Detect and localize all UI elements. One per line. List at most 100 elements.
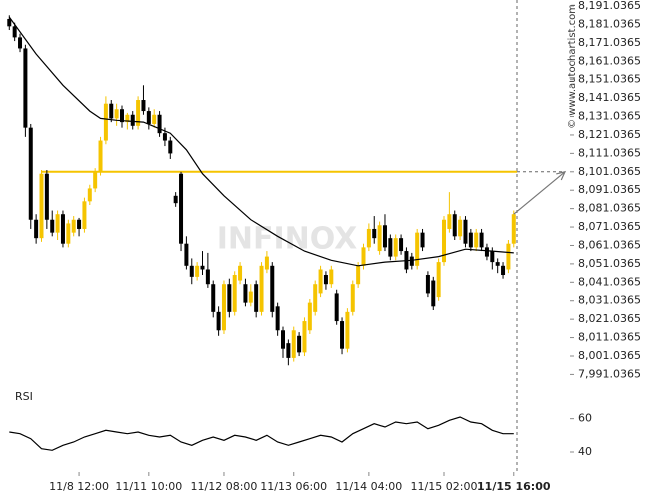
candle-body	[286, 343, 291, 358]
candle-body	[87, 188, 92, 202]
candle-body	[479, 232, 484, 248]
candle-body	[281, 330, 286, 349]
candle-body	[458, 219, 463, 237]
candle-body	[377, 225, 382, 252]
candle-body	[415, 232, 420, 266]
y-tick-label: 8,191.0365	[578, 0, 641, 12]
candle-body	[334, 293, 339, 322]
candle-body	[243, 284, 248, 303]
candle-body	[168, 140, 173, 154]
candle-body	[195, 265, 200, 277]
y-tick-label: 7,991.0365	[578, 367, 641, 380]
candle-body	[393, 238, 398, 257]
candle-body	[297, 335, 302, 353]
candle-body	[270, 265, 275, 312]
candle-body	[173, 195, 178, 204]
y-tick-label: 8,011.0365	[578, 331, 641, 344]
x-tick-label: 11/8 12:00	[49, 480, 109, 493]
candle-body	[34, 219, 39, 239]
x-tick-label: 11/12 08:00	[191, 480, 258, 493]
candle-body	[216, 311, 221, 331]
copyright: © www.autochartist.com	[567, 4, 578, 129]
candle-body	[227, 284, 232, 312]
candle-body	[318, 269, 323, 294]
candle-body	[77, 219, 82, 229]
y-tick-label: 8,081.0365	[578, 202, 641, 215]
candle-body	[275, 306, 280, 331]
candle-body	[152, 114, 157, 124]
candle-body	[436, 262, 441, 298]
candle-body	[211, 284, 216, 312]
x-tick-label: 11/11 10:00	[115, 480, 182, 493]
candle-body	[189, 265, 194, 277]
candle-body	[103, 103, 108, 141]
x-tick-label: 11/15 02:00	[411, 480, 478, 493]
y-tick-label: 8,121.0365	[578, 128, 641, 141]
candle-body	[372, 228, 377, 239]
candle-body	[60, 214, 65, 244]
forecast-arrow-head	[556, 170, 567, 181]
candle-body	[329, 269, 334, 285]
watermark: INFINOX	[217, 222, 358, 257]
candle-body	[125, 114, 130, 123]
candle-body	[238, 265, 243, 281]
candle-body	[511, 214, 516, 244]
candle-body	[28, 127, 33, 220]
y-tick-label: 8,141.0365	[578, 91, 641, 104]
candle-body	[39, 173, 44, 239]
candle-body	[361, 247, 366, 266]
candle-body	[248, 291, 253, 303]
y-tick-label: 8,111.0365	[578, 146, 641, 159]
candle-body	[162, 133, 167, 141]
candle-body	[23, 48, 28, 128]
rsi-label: RSI	[15, 390, 33, 403]
candle-body	[119, 109, 124, 123]
candle-body	[484, 247, 489, 257]
candle-body	[501, 265, 506, 276]
candle-body	[506, 243, 511, 270]
candle-body	[420, 232, 425, 248]
x-tick-label: 11/13 06:00	[260, 480, 327, 493]
y-tick-label: 8,041.0365	[578, 275, 641, 288]
y-tick-label: 8,091.0365	[578, 183, 641, 196]
candle-body	[130, 114, 135, 126]
y-tick-label: 8,071.0365	[578, 220, 641, 233]
candle-body	[12, 26, 17, 38]
rsi-y-tick-label: 60	[578, 412, 592, 425]
candle-body	[356, 265, 361, 285]
candle-body	[259, 265, 264, 312]
y-tick-label: 8,171.0365	[578, 36, 641, 49]
y-tick-label: 8,001.0365	[578, 349, 641, 362]
candle-body	[146, 111, 151, 124]
candle-body	[136, 100, 141, 126]
candle-body	[490, 251, 495, 263]
candle-body	[254, 284, 259, 312]
candle-body	[495, 262, 500, 266]
y-tick-label: 8,021.0365	[578, 312, 641, 325]
y-tick-label: 8,181.0365	[578, 17, 641, 30]
y-tick-label: 8,031.0365	[578, 294, 641, 307]
candle-body	[350, 284, 355, 312]
candle-body	[382, 225, 387, 248]
candle-body	[425, 275, 430, 294]
rsi-line	[9, 416, 514, 451]
candle-body	[323, 275, 328, 285]
candle-body	[205, 269, 210, 285]
candle-body	[200, 265, 205, 270]
candle-body	[340, 321, 345, 349]
candle-body	[388, 238, 393, 257]
rsi-y-tick-label: 40	[578, 445, 592, 458]
candle-body	[463, 219, 468, 244]
candle-body	[399, 238, 404, 252]
y-tick-label: 8,161.0365	[578, 54, 641, 67]
y-tick-label: 8,131.0365	[578, 110, 641, 123]
candle-body	[141, 100, 146, 112]
candle-body	[264, 256, 269, 270]
candle-body	[55, 214, 60, 233]
x-tick-label: 11/15 16:00	[477, 480, 551, 493]
y-tick-label: 8,051.0365	[578, 257, 641, 270]
candle-body	[71, 219, 76, 233]
candle-body	[307, 302, 312, 331]
candle-body	[302, 321, 307, 353]
